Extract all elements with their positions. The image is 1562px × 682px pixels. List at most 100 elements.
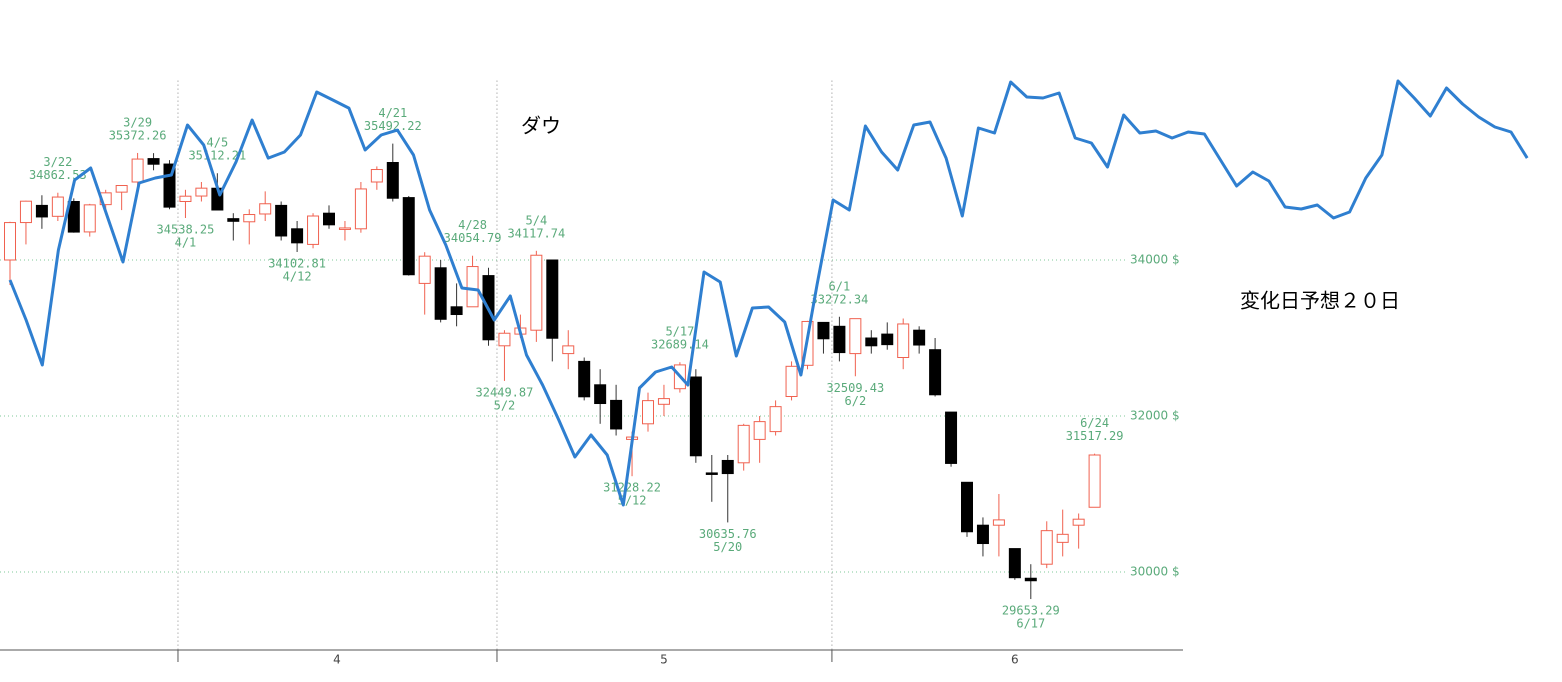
annotation-date: 5/2 [494,398,516,412]
candle-body [259,203,272,215]
x-tick-label: 5 [660,653,668,667]
candle-body [833,325,846,354]
y-tick-label: 32000 $ [1130,409,1180,423]
candle-body [402,197,415,276]
annotation-value: 32509.43 [826,381,884,395]
candle-body [291,228,304,244]
annotation-date: 4/1 [175,236,197,250]
candle-body [546,259,559,339]
candle-body [115,185,128,193]
annotation-value: 29653.29 [1002,604,1060,618]
annotation-value: 34102.81 [268,256,326,270]
annotation-date: 4/21 [378,106,407,120]
candle-body [323,212,335,226]
candle-body [1056,533,1069,543]
candle-body [610,399,623,430]
candle-body [737,424,750,464]
annotation-value: 32689.14 [651,338,709,352]
annotation-value: 34538.25 [157,223,215,237]
annotation-value: 33272.34 [811,292,869,306]
candle-body [1072,518,1085,526]
candle-body [195,187,208,197]
annotation-value: 35372.26 [109,128,167,142]
candle-body [721,459,734,475]
candle-body [769,406,782,433]
candle-body [370,169,383,183]
annotation-date: 6/1 [829,279,851,293]
y-tick-label: 34000 $ [1130,253,1180,267]
candle-body [865,337,878,347]
candle-body [594,384,607,405]
annotation-value: 34054.79 [444,231,502,245]
candle-body [51,196,64,217]
candle-body [35,204,48,218]
candle-body [849,318,862,355]
candle-body [992,519,1005,526]
annotation-date: 6/24 [1080,416,1109,430]
annotation-value: 32449.87 [476,385,534,399]
candle-body [243,214,256,223]
candle-body [147,158,160,165]
candle-body [338,227,351,230]
candle-body [562,345,575,355]
candle-body [642,400,654,425]
x-tick-label: 4 [333,653,341,667]
candle-body [689,376,702,457]
candle-body [897,323,910,358]
annotation-value: 34862.53 [29,168,87,182]
annotation-date: 6/17 [1016,617,1045,631]
candle-body [1040,530,1053,565]
annotation-value: 35492.22 [364,119,422,133]
candle-body [913,329,926,346]
candle-body [929,349,942,396]
forecast-line [8,79,1529,507]
candle-body [1008,548,1021,579]
annotation-date: 6/2 [845,394,867,408]
annotation-value: 31517.29 [1066,429,1124,443]
line-legend: 変化日予想２０日 [1240,289,1400,313]
annotation-value: 31228.22 [603,481,661,495]
candle-body [466,266,479,308]
candle-body [83,204,96,233]
candle-body [386,162,399,199]
candle-body [945,411,958,464]
candle-body [163,163,176,208]
candle-body [657,398,670,405]
annotation-date: 4/12 [283,269,312,283]
candle-body [753,421,766,440]
candle-body [418,255,431,284]
annotation-date: 4/28 [458,218,487,232]
candle-body [530,254,543,331]
candle-body [179,195,192,202]
candle-body [578,360,591,398]
candle-body [785,365,798,397]
candle-body [307,215,320,245]
candle-body [4,222,16,261]
candle-body [705,472,718,475]
candle-body [817,321,830,340]
candle-body [354,188,367,230]
candle-body [881,333,894,346]
x-tick-label: 6 [1011,653,1019,667]
candle-body [1024,577,1037,582]
annotation-date: 5/4 [526,213,548,227]
candle-body [450,306,463,316]
candle-body [131,158,144,183]
annotation-date: 3/29 [123,115,152,129]
annotation-date: 5/20 [713,540,742,554]
candle-body [1088,454,1101,508]
y-tick-label: 30000 $ [1130,565,1180,579]
candle-body [498,332,511,347]
annotation-date: 4/5 [207,136,229,150]
annotation-value: 34117.74 [507,226,565,240]
annotation-date: 3/22 [43,155,72,169]
candle-body [19,200,32,224]
candle-body [227,218,240,222]
chart-title: ダウ [521,114,561,138]
candle-body [976,524,989,545]
candle-body [961,481,973,533]
annotation-date: 5/17 [665,325,694,339]
annotation-value: 35112.21 [188,149,246,163]
